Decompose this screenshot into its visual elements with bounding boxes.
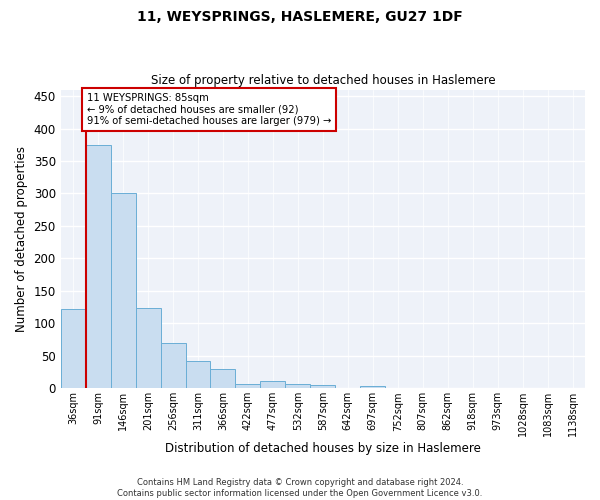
Text: Contains HM Land Registry data © Crown copyright and database right 2024.
Contai: Contains HM Land Registry data © Crown c… (118, 478, 482, 498)
Bar (136, 308, 161, 388)
Bar (360, 386, 385, 388)
Title: Size of property relative to detached houses in Haslemere: Size of property relative to detached ho… (151, 74, 495, 87)
Bar (61, 309, 86, 388)
Bar (86, 145, 110, 388)
X-axis label: Distribution of detached houses by size in Haslemere: Distribution of detached houses by size … (165, 442, 481, 455)
Bar (286, 384, 310, 388)
Y-axis label: Number of detached properties: Number of detached properties (15, 146, 28, 332)
Bar (185, 361, 211, 388)
Bar (110, 194, 136, 388)
Text: 11, WEYSPRINGS, HASLEMERE, GU27 1DF: 11, WEYSPRINGS, HASLEMERE, GU27 1DF (137, 10, 463, 24)
Bar (161, 343, 185, 388)
Text: 11 WEYSPRINGS: 85sqm
← 9% of detached houses are smaller (92)
91% of semi-detach: 11 WEYSPRINGS: 85sqm ← 9% of detached ho… (87, 93, 331, 126)
Bar (310, 385, 335, 388)
Bar (211, 370, 235, 388)
Bar (260, 381, 286, 388)
Bar (235, 384, 260, 388)
